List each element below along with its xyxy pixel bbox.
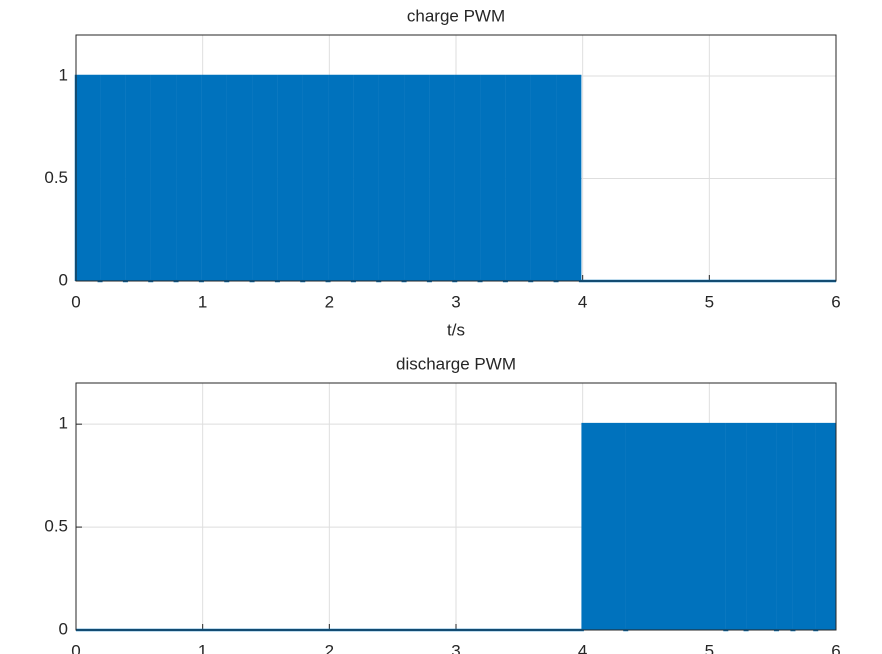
x-tick-label: 2: [325, 292, 334, 311]
pwm-fill: [76, 424, 836, 630]
x-tick-label: 1: [198, 641, 207, 654]
x-tick-label: 3: [451, 292, 460, 311]
x-tick-label: 0: [71, 641, 80, 654]
x-tick-label: 4: [578, 641, 587, 654]
x-axis-label: t/s: [447, 320, 465, 339]
chart-title: discharge PWM: [396, 354, 516, 373]
y-tick-label: 0.5: [44, 168, 68, 187]
x-tick-label: 4: [578, 292, 587, 311]
x-tick-label: 3: [451, 641, 460, 654]
y-tick-label: 0: [59, 270, 68, 289]
axes-frame: [75, 382, 837, 631]
chart-title: charge PWM: [407, 6, 505, 25]
y-tick-label: 0.5: [44, 517, 68, 536]
y-tick-label: 1: [59, 414, 68, 433]
x-tick-label: 1: [198, 292, 207, 311]
x-tick-label: 5: [705, 641, 714, 654]
x-tick-label: 5: [705, 292, 714, 311]
x-tick-label: 0: [71, 292, 80, 311]
axes-frame: [75, 34, 837, 282]
y-tick-label: 0: [59, 619, 68, 638]
x-tick-label: 6: [831, 641, 840, 654]
x-tick-label: 2: [325, 641, 334, 654]
x-tick-label: 6: [831, 292, 840, 311]
y-tick-label: 1: [59, 65, 68, 84]
